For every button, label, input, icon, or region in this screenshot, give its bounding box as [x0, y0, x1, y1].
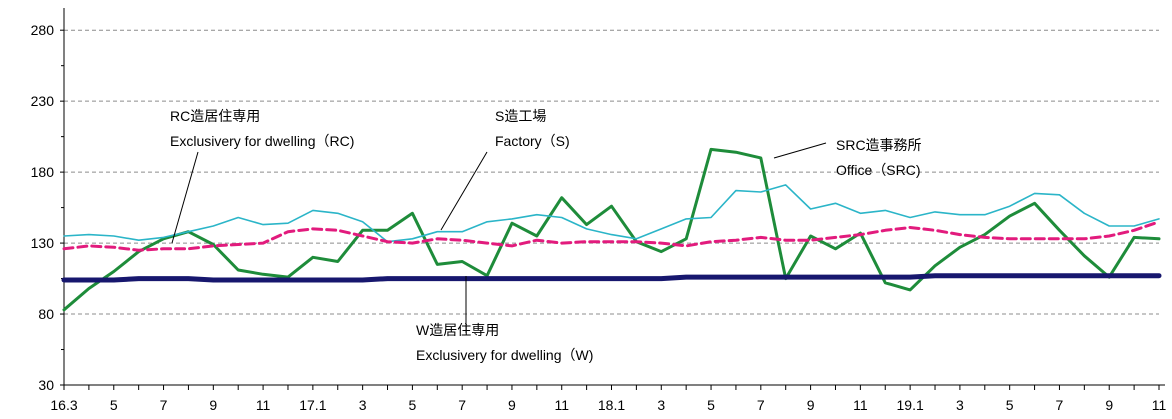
x-tick-label: 11	[853, 397, 868, 413]
x-axis: 16.3 5 7 9 11 17.1 3 5 7 9 11 18.1 3 5 7 9 11 19.1 3 5 7 9 11	[50, 384, 1167, 413]
series-line-w	[61, 273, 1162, 283]
y-tick-label: 230	[31, 93, 55, 109]
y-axis: 280 230 180 130 80 30	[31, 8, 65, 393]
series-lines	[61, 147, 1162, 312]
x-tick-label: 19.1	[897, 397, 924, 413]
x-tick-label: 7	[1056, 397, 1064, 413]
x-tick-label: 11	[256, 397, 271, 413]
annotation-s-en: Factory（S)	[495, 133, 570, 149]
leader-line-src	[773, 142, 827, 159]
x-tick-label: 5	[409, 397, 417, 413]
x-tick-label: 9	[209, 397, 217, 413]
annotation-src-en: Office（SRC)	[836, 162, 921, 178]
series-line-src	[62, 147, 1161, 312]
x-tick-label: 7	[757, 397, 765, 413]
annotation-w: W造居住専用 Exclusivery for dwelling（W)	[416, 276, 593, 363]
gridlines	[64, 29, 1159, 315]
y-tick-label: 30	[38, 377, 54, 393]
annotation-s-jp: S造工場	[495, 108, 546, 124]
y-tick-label: 80	[38, 306, 54, 322]
x-tick-label: 3	[657, 397, 665, 413]
annotation-src-jp: SRC造事務所	[836, 137, 922, 153]
x-tick-label: 5	[110, 397, 118, 413]
x-tick-label: 9	[508, 397, 516, 413]
x-tick-label: 3	[359, 397, 367, 413]
x-tick-label: 9	[807, 397, 815, 413]
x-tick-label: 18.1	[598, 397, 625, 413]
leader-line-rc	[171, 151, 199, 244]
annotation-w-jp: W造居住専用	[416, 322, 499, 338]
annotation-rc-en: Exclusivery for dwelling（RC)	[170, 133, 354, 149]
x-tick-label: 5	[707, 397, 715, 413]
x-tick-label: 7	[458, 397, 466, 413]
series-line-s	[63, 184, 1160, 243]
y-tick-label: 280	[31, 22, 55, 38]
annotation-s: S造工場 Factory（S)	[440, 108, 570, 231]
y-tick-label: 180	[31, 164, 55, 180]
annotation-rc-jp: RC造居住専用	[170, 108, 260, 124]
leader-line-s	[440, 151, 488, 231]
x-tick-label: 3	[956, 397, 964, 413]
x-tick-label: 5	[1006, 397, 1014, 413]
x-tick-label: 11	[1152, 397, 1167, 413]
annotation-src: SRC造事務所 Office（SRC)	[773, 137, 922, 178]
x-tick-label: 16.3	[50, 397, 77, 413]
annotation-w-en: Exclusivery for dwelling（W)	[416, 347, 593, 363]
x-tick-label: 9	[1105, 397, 1113, 413]
x-tick-label: 7	[160, 397, 168, 413]
y-tick-label: 130	[31, 235, 55, 251]
x-tick-label: 17.1	[299, 397, 326, 413]
annotations: RC造居住専用 Exclusivery for dwelling（RC) S造工…	[170, 108, 922, 363]
annotation-rc: RC造居住専用 Exclusivery for dwelling（RC)	[170, 108, 354, 244]
series-line-rc	[62, 220, 1161, 252]
x-tick-label: 11	[554, 397, 569, 413]
